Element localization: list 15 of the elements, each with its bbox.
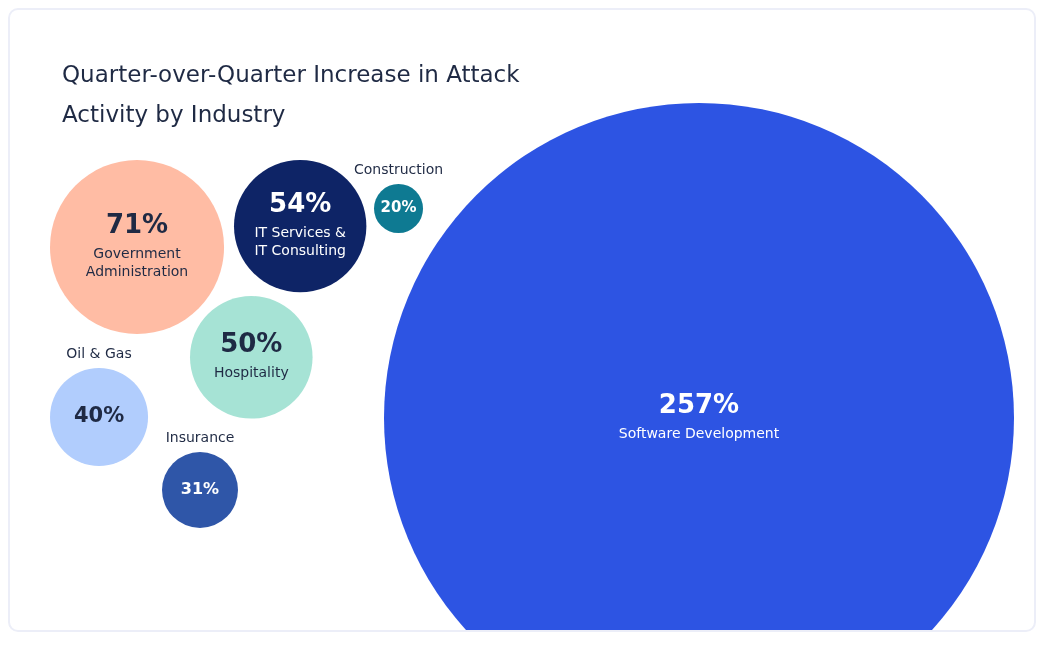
data-label: 20%: [380, 198, 417, 217]
data-label: 40%: [73, 403, 125, 428]
category-label: Government Administration: [85, 244, 189, 279]
data-label: 50%: [220, 328, 283, 359]
category-label: IT Services & IT Consulting: [254, 223, 347, 258]
category-label: Insurance: [165, 428, 235, 445]
text: Quarter-over-Quarter Increase in Attack Activity by Industry: [62, 60, 521, 129]
category-label: Oil & Gas: [66, 344, 132, 361]
data-label: 71%: [105, 208, 169, 239]
category-label: Construction: [353, 160, 444, 177]
data-label: 54%: [269, 187, 332, 218]
category-label: Software Development: [618, 424, 780, 441]
data-label: 31%: [180, 479, 220, 499]
category-label: Hospitality: [213, 363, 289, 380]
data-label: 257%: [658, 388, 740, 419]
